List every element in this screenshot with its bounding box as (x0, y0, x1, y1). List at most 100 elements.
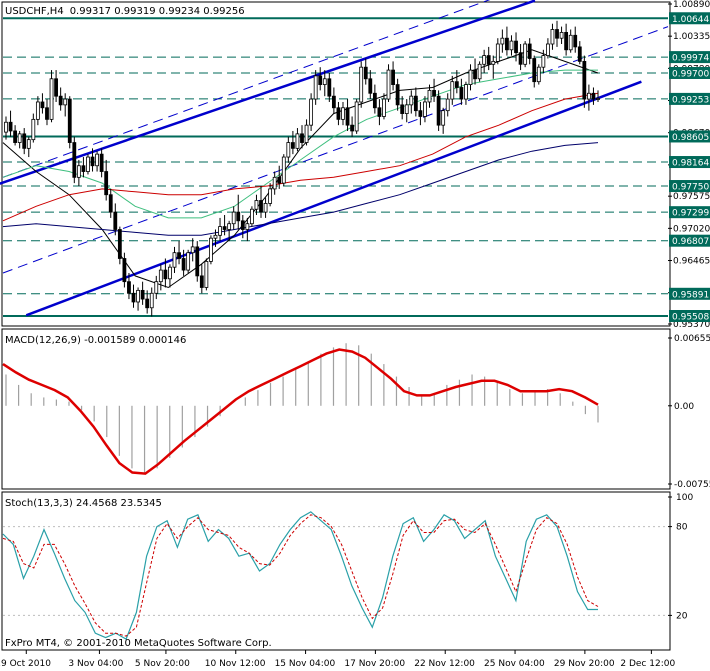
price-tag-label: 0.96807 (672, 237, 709, 247)
price-tag-label: 0.98605 (672, 133, 709, 143)
candle-body (582, 60, 587, 100)
candle-body (491, 60, 496, 65)
candle-body (263, 203, 268, 213)
candle-body (281, 156, 286, 184)
stoch-main-line (2, 511, 598, 640)
price-tag-label: 0.95891 (672, 290, 709, 300)
candle-body (140, 289, 145, 300)
candle-body (363, 66, 368, 80)
candle-body (341, 107, 345, 120)
candle-body (313, 75, 318, 100)
ma-slow-line (2, 92, 599, 222)
candle-body (13, 130, 18, 143)
stoch-lines (2, 511, 599, 640)
candle-body (76, 165, 81, 178)
candle-body (300, 133, 304, 143)
candle-body (231, 211, 236, 225)
candle-body (295, 133, 300, 149)
candle-body (31, 118, 36, 141)
candle-body (559, 32, 564, 39)
candle-body (436, 95, 441, 126)
candle-body (108, 194, 113, 213)
stoch-tick-label: 20 (676, 611, 688, 621)
candle-body (286, 142, 291, 158)
candle-body (546, 43, 550, 56)
price-level-tags: 1.00644 0.99974 0.99700 0.99253 0.98605 0.981… (669, 12, 710, 323)
candle-body (441, 110, 446, 126)
time-tick-label: 15 Nov 04:00 (275, 659, 336, 669)
candle-body (445, 98, 450, 112)
price-tag-box (669, 51, 710, 64)
candle-body (54, 78, 58, 97)
candle-body (213, 234, 218, 239)
stoch-signal-line (2, 514, 599, 637)
time-tick-label: 3 Nov 04:00 (68, 659, 123, 669)
candle-body (254, 200, 259, 210)
candle-body (395, 84, 400, 106)
candle-body (354, 101, 359, 132)
candle-body (331, 95, 336, 109)
macd-signal-polyline (2, 348, 599, 475)
candle-body (391, 69, 395, 85)
price-tag-box (669, 92, 710, 105)
candle-body (500, 37, 505, 45)
price-tag-box (669, 180, 710, 193)
candle-body (277, 176, 282, 184)
price-tag-box (669, 66, 710, 79)
candle-body (4, 121, 8, 133)
candle-body (495, 43, 500, 62)
candle-body (591, 92, 596, 100)
candle-body (564, 32, 569, 51)
price-tag-box (669, 287, 710, 300)
candle-body (181, 258, 186, 271)
candle-body (577, 46, 582, 62)
candle-body (505, 37, 509, 51)
time-tick-label: 29 Nov 20:00 (554, 659, 615, 669)
candle-body (290, 142, 295, 149)
candle-body (555, 29, 559, 39)
candle-body (322, 78, 327, 85)
candle-body (154, 281, 159, 294)
macd-panel-frame (1, 328, 671, 490)
candle-body (272, 176, 277, 190)
candle-body (350, 124, 354, 132)
price-tag-label: 0.99974 (672, 54, 709, 64)
candle-body (104, 171, 109, 196)
candle-body (122, 258, 127, 283)
price-tag-label: 0.98164 (672, 159, 709, 169)
price-tick-label: 0.97575 (673, 192, 710, 202)
price-tag-label: 0.97299 (672, 209, 709, 219)
candle-body (8, 121, 13, 132)
price-tag-box (669, 310, 710, 322)
price-tag-label: 1.00644 (672, 15, 709, 25)
price-tag-box (669, 206, 710, 219)
candle-body (427, 89, 432, 103)
candle-body (177, 252, 181, 259)
copyright-text: FxPro MT4, © 2001-2010 MetaQuotes Softwa… (5, 638, 272, 649)
candle-body (482, 55, 487, 65)
candle-body (158, 269, 163, 283)
candle-body (327, 78, 332, 97)
candle-body (240, 220, 245, 230)
candlesticks (4, 20, 600, 317)
candle-body (377, 107, 382, 117)
candle-body (163, 269, 168, 280)
candle-body (49, 78, 54, 120)
candle-body (459, 87, 464, 100)
candle-body (90, 156, 95, 167)
macd-tick-label: -0.007559 (674, 480, 710, 490)
candle-body (404, 104, 409, 114)
candle-body (409, 95, 414, 106)
candle-body (418, 110, 423, 117)
price-tick-label: 0.96465 (673, 257, 710, 267)
candle-body (113, 211, 118, 230)
price-tag-label: 0.99253 (672, 95, 709, 105)
candle-body (318, 75, 323, 85)
stoch-level-lines (3, 526, 668, 616)
time-tick-label: 29 Oct 2010 (0, 659, 51, 669)
candle-body (63, 98, 68, 106)
price-tick-label: 0.95370 (673, 320, 710, 330)
candle-body (536, 66, 541, 83)
channel-lower-dashed-line (2, 26, 669, 274)
